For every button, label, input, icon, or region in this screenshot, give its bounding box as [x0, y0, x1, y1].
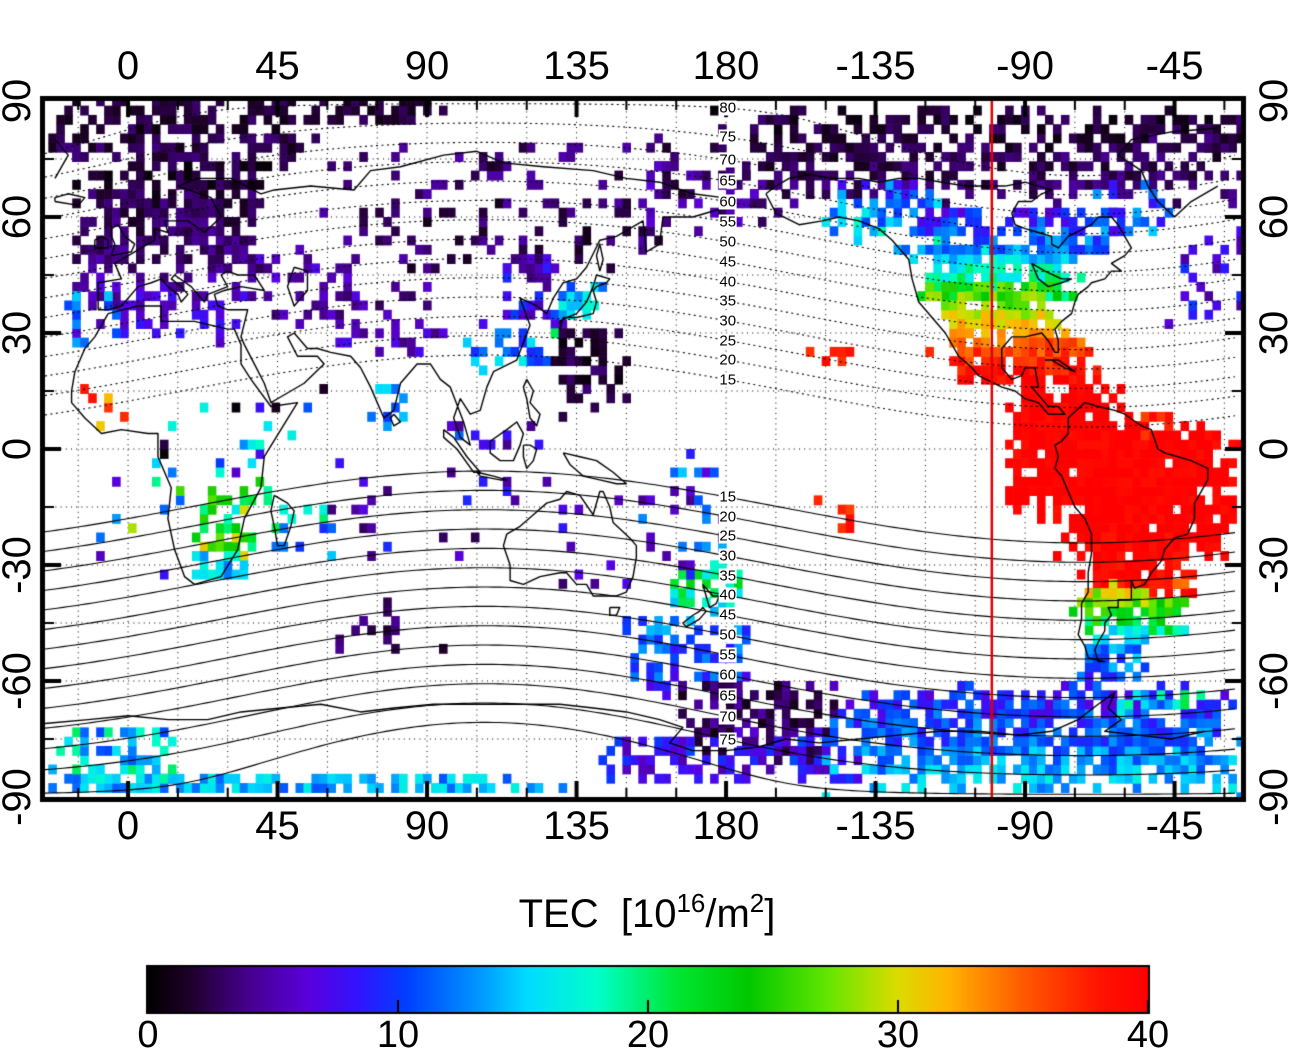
x-tick-label-bottom-3: 135 — [543, 804, 610, 848]
contour-label-north-2: 25 — [718, 332, 738, 350]
contour-label-north-5: 40 — [718, 273, 738, 291]
x-tick-label-bottom-7: -45 — [1145, 804, 1204, 848]
y-tick-label-right-2: 30 — [1252, 310, 1294, 356]
colorbar-tick-label-3: 30 — [876, 1014, 920, 1056]
y-tick-label-left-1: 60 — [0, 194, 39, 240]
contour-label-north-6: 45 — [718, 253, 738, 271]
y-tick-label-right-1: 60 — [1252, 194, 1294, 240]
y-tick-label-right-5: -60 — [1252, 652, 1294, 710]
contour-label-south-1: 20 — [718, 508, 738, 526]
contour-label-south-5: 40 — [718, 586, 738, 604]
x-tick-label-top-1: 45 — [255, 44, 300, 88]
contour-label-south-12: 75 — [718, 731, 738, 749]
y-tick-label-left-2: 30 — [0, 310, 39, 356]
contour-label-south-2: 25 — [718, 527, 738, 545]
y-tick-label-left-0: 90 — [0, 78, 39, 124]
y-tick-label-right-4: -30 — [1252, 536, 1294, 594]
contour-label-north-12: 75 — [718, 128, 738, 146]
colorbar-title-suffix: ] — [764, 892, 776, 936]
y-tick-label-left-3: 0 — [0, 438, 39, 460]
y-tick-label-left-5: -60 — [0, 652, 39, 710]
colorbar-title: TEC [1016/m2] — [518, 890, 776, 936]
y-tick-label-right-3: 0 — [1252, 437, 1294, 461]
contour-label-south-0: 15 — [718, 488, 738, 506]
contour-label-north-7: 50 — [718, 233, 738, 251]
colorbar-title-exponent: 16 — [676, 888, 706, 918]
contour-label-north-4: 35 — [718, 292, 738, 310]
x-tick-label-bottom-1: 45 — [255, 804, 300, 848]
y-tick-label-left-4: -30 — [0, 536, 39, 594]
contour-label-south-9: 60 — [718, 666, 738, 684]
colorbar-title-prefix: TEC [10 — [518, 892, 677, 936]
colorbar-tick-label-0: 0 — [137, 1014, 159, 1056]
contour-label-north-11: 70 — [718, 151, 738, 169]
x-tick-label-top-4: 180 — [692, 44, 760, 88]
contour-label-south-8: 55 — [718, 646, 738, 664]
contour-label-south-11: 70 — [718, 708, 738, 726]
x-tick-label-bottom-2: 90 — [404, 804, 450, 848]
contour-label-south-6: 45 — [718, 606, 738, 624]
contour-label-north-8: 55 — [718, 213, 738, 231]
contour-label-south-10: 65 — [718, 687, 738, 705]
colorbar-tick-label-4: 40 — [1126, 1014, 1170, 1056]
contour-label-north-10: 65 — [718, 172, 738, 190]
y-tick-label-right-0: 90 — [1252, 78, 1294, 124]
y-tick-label-right-6: -90 — [1252, 768, 1294, 826]
x-tick-label-top-5: -135 — [835, 44, 916, 88]
x-tick-label-top-2: 90 — [404, 44, 450, 88]
x-tick-label-top-7: -45 — [1145, 44, 1204, 88]
x-tick-label-top-3: 135 — [543, 44, 610, 88]
contour-label-south-4: 35 — [718, 567, 738, 585]
x-tick-label-bottom-0: 0 — [116, 804, 140, 848]
x-tick-label-bottom-4: 180 — [692, 804, 760, 848]
x-tick-label-top-0: 0 — [116, 44, 140, 88]
x-tick-label-bottom-6: -90 — [996, 804, 1054, 848]
x-tick-label-top-6: -90 — [996, 44, 1054, 88]
colorbar-title-exponent2: 2 — [749, 888, 765, 918]
contour-label-south-3: 30 — [718, 547, 738, 565]
contour-label-north-0: 15 — [718, 371, 738, 389]
contour-label-north-13: 80 — [718, 99, 738, 117]
colorbar-tick-label-1: 10 — [376, 1014, 420, 1056]
x-tick-label-bottom-5: -135 — [835, 804, 916, 848]
contour-label-north-1: 20 — [718, 351, 738, 369]
colorbar-tick-label-2: 20 — [626, 1014, 670, 1056]
y-tick-label-left-6: -90 — [0, 768, 39, 826]
contour-label-north-9: 60 — [718, 193, 738, 211]
contour-label-south-7: 50 — [718, 626, 738, 644]
contour-label-north-3: 30 — [718, 312, 738, 330]
colorbar-title-mid: /m — [705, 892, 750, 936]
